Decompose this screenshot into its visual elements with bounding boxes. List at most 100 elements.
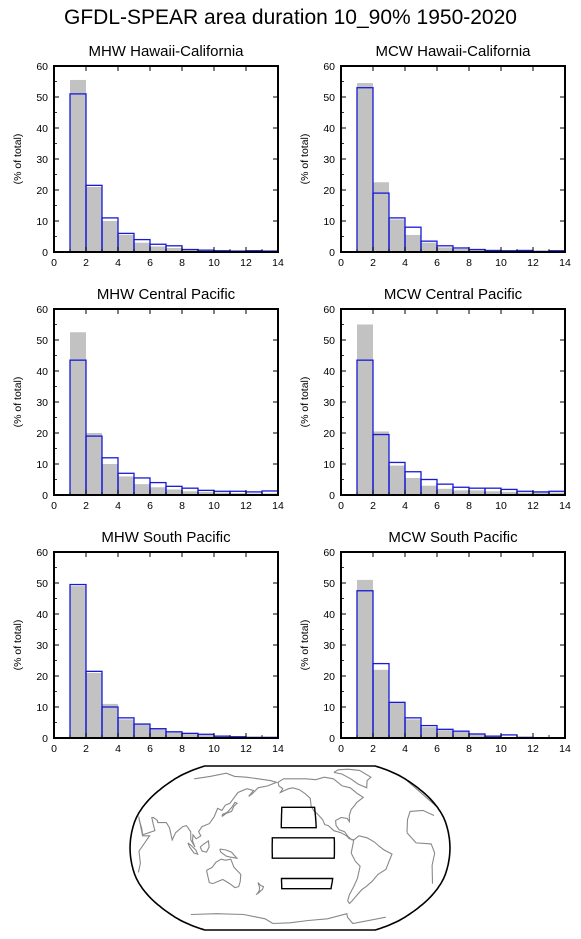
y-tick-label: 40 xyxy=(323,609,335,621)
y-tick-label: 30 xyxy=(323,640,335,652)
y-tick-label: 40 xyxy=(36,123,48,135)
y-axis-label: (% of total) xyxy=(299,377,311,428)
panel-title: MCW Central Pacific xyxy=(384,286,523,303)
filled-bar xyxy=(182,733,198,738)
y-tick-label: 0 xyxy=(42,733,48,745)
filled-bar xyxy=(405,477,421,495)
coastline xyxy=(404,778,443,816)
filled-bar xyxy=(469,249,485,252)
x-tick-label: 4 xyxy=(115,500,121,512)
y-tick-label: 40 xyxy=(323,366,335,378)
filled-bar xyxy=(357,324,373,495)
histogram-panel: MHW Central Pacific (% of total) 0 2 4 6 8 10 12… xyxy=(12,286,284,512)
x-tick-label: 10 xyxy=(495,500,507,512)
x-tick-label: 10 xyxy=(208,500,220,512)
figure-title: GFDL-SPEAR area duration 10_90% 1950-202… xyxy=(64,6,517,29)
y-tick-label: 0 xyxy=(329,733,335,745)
coastline xyxy=(190,913,274,924)
x-tick-label: 0 xyxy=(338,743,344,755)
coastline xyxy=(272,913,386,925)
filled-bar xyxy=(102,703,118,738)
x-tick-label: 8 xyxy=(179,257,185,269)
y-axis-label: (% of total) xyxy=(12,377,24,428)
filled-bar xyxy=(118,234,134,252)
filled-bar xyxy=(86,186,102,252)
filled-bar xyxy=(437,247,453,252)
x-tick-label: 0 xyxy=(338,257,344,269)
region-boxes xyxy=(271,806,336,890)
x-tick-label: 10 xyxy=(495,743,507,755)
histogram-panel: MCW Central Pacific (% of total) 0 2 4 6 8 10 12… xyxy=(299,286,571,512)
y-tick-label: 30 xyxy=(323,154,335,166)
x-tick-label: 14 xyxy=(559,257,571,269)
filled-bar xyxy=(373,431,389,495)
filled-bar xyxy=(166,732,182,738)
x-tick-label: 8 xyxy=(466,257,472,269)
filled-bar xyxy=(549,492,565,495)
x-tick-label: 2 xyxy=(370,743,376,755)
filled-bar xyxy=(453,490,469,495)
filled-bar xyxy=(70,586,86,738)
filled-bar xyxy=(214,492,230,495)
filled-bar xyxy=(437,730,453,738)
filled-bar xyxy=(134,724,150,738)
filled-bar xyxy=(501,491,517,495)
filled-bar xyxy=(198,734,214,738)
y-tick-label: 60 xyxy=(36,304,48,316)
y-tick-label: 40 xyxy=(323,123,335,135)
histogram-panel: MHW Hawaii-California (% of total) 0 2 4 6 8 10… xyxy=(12,43,284,269)
filled-bar xyxy=(421,727,437,738)
y-tick-label: 50 xyxy=(323,578,335,590)
filled-bar xyxy=(357,579,373,738)
x-tick-label: 14 xyxy=(272,743,284,755)
filled-bar xyxy=(533,492,549,495)
x-tick-label: 12 xyxy=(240,500,252,512)
y-tick-label: 60 xyxy=(36,61,48,73)
filled-bar xyxy=(182,491,198,495)
y-tick-label: 10 xyxy=(323,216,335,228)
filled-bar xyxy=(150,246,166,252)
filled-bar xyxy=(421,242,437,252)
panel-title: MCW South Pacific xyxy=(388,529,518,546)
coastline xyxy=(333,768,372,789)
coastline xyxy=(138,772,279,848)
y-tick-label: 50 xyxy=(36,578,48,590)
x-tick-label: 6 xyxy=(147,743,153,755)
x-tick-label: 14 xyxy=(272,257,284,269)
y-tick-label: 30 xyxy=(36,397,48,409)
x-tick-label: 10 xyxy=(208,257,220,269)
filled-bar xyxy=(86,433,102,495)
region-box xyxy=(271,837,336,859)
y-tick-label: 40 xyxy=(36,609,48,621)
x-tick-label: 4 xyxy=(402,500,408,512)
x-tick-label: 0 xyxy=(51,500,57,512)
filled-bar xyxy=(405,719,421,738)
filled-bar xyxy=(453,248,469,252)
y-tick-label: 20 xyxy=(323,671,335,683)
coastline xyxy=(347,835,393,905)
histogram-panels: MHW Hawaii-California (% of total) 0 2 4 6 8 10… xyxy=(12,43,571,755)
y-tick-label: 60 xyxy=(323,304,335,316)
y-axis-label: (% of total) xyxy=(299,620,311,671)
histogram-panel: MCW South Pacific (% of total) 0 2 4 6 8 10 12 14… xyxy=(299,529,571,755)
filled-bar xyxy=(469,490,485,495)
y-tick-label: 20 xyxy=(323,185,335,197)
filled-bar xyxy=(118,476,134,495)
x-tick-label: 14 xyxy=(272,500,284,512)
x-tick-label: 4 xyxy=(402,743,408,755)
y-tick-label: 10 xyxy=(323,702,335,714)
filled-bar xyxy=(198,491,214,495)
x-tick-label: 12 xyxy=(527,743,539,755)
y-tick-label: 0 xyxy=(42,247,48,259)
x-tick-label: 6 xyxy=(147,257,153,269)
x-tick-label: 2 xyxy=(83,500,89,512)
x-tick-label: 4 xyxy=(402,257,408,269)
x-tick-label: 6 xyxy=(147,500,153,512)
x-tick-label: 8 xyxy=(466,500,472,512)
y-axis-label: (% of total) xyxy=(12,620,24,671)
filled-bar xyxy=(70,79,86,252)
y-tick-label: 20 xyxy=(323,428,335,440)
x-tick-label: 2 xyxy=(83,743,89,755)
filled-bar xyxy=(485,491,501,495)
y-tick-label: 20 xyxy=(36,671,48,683)
